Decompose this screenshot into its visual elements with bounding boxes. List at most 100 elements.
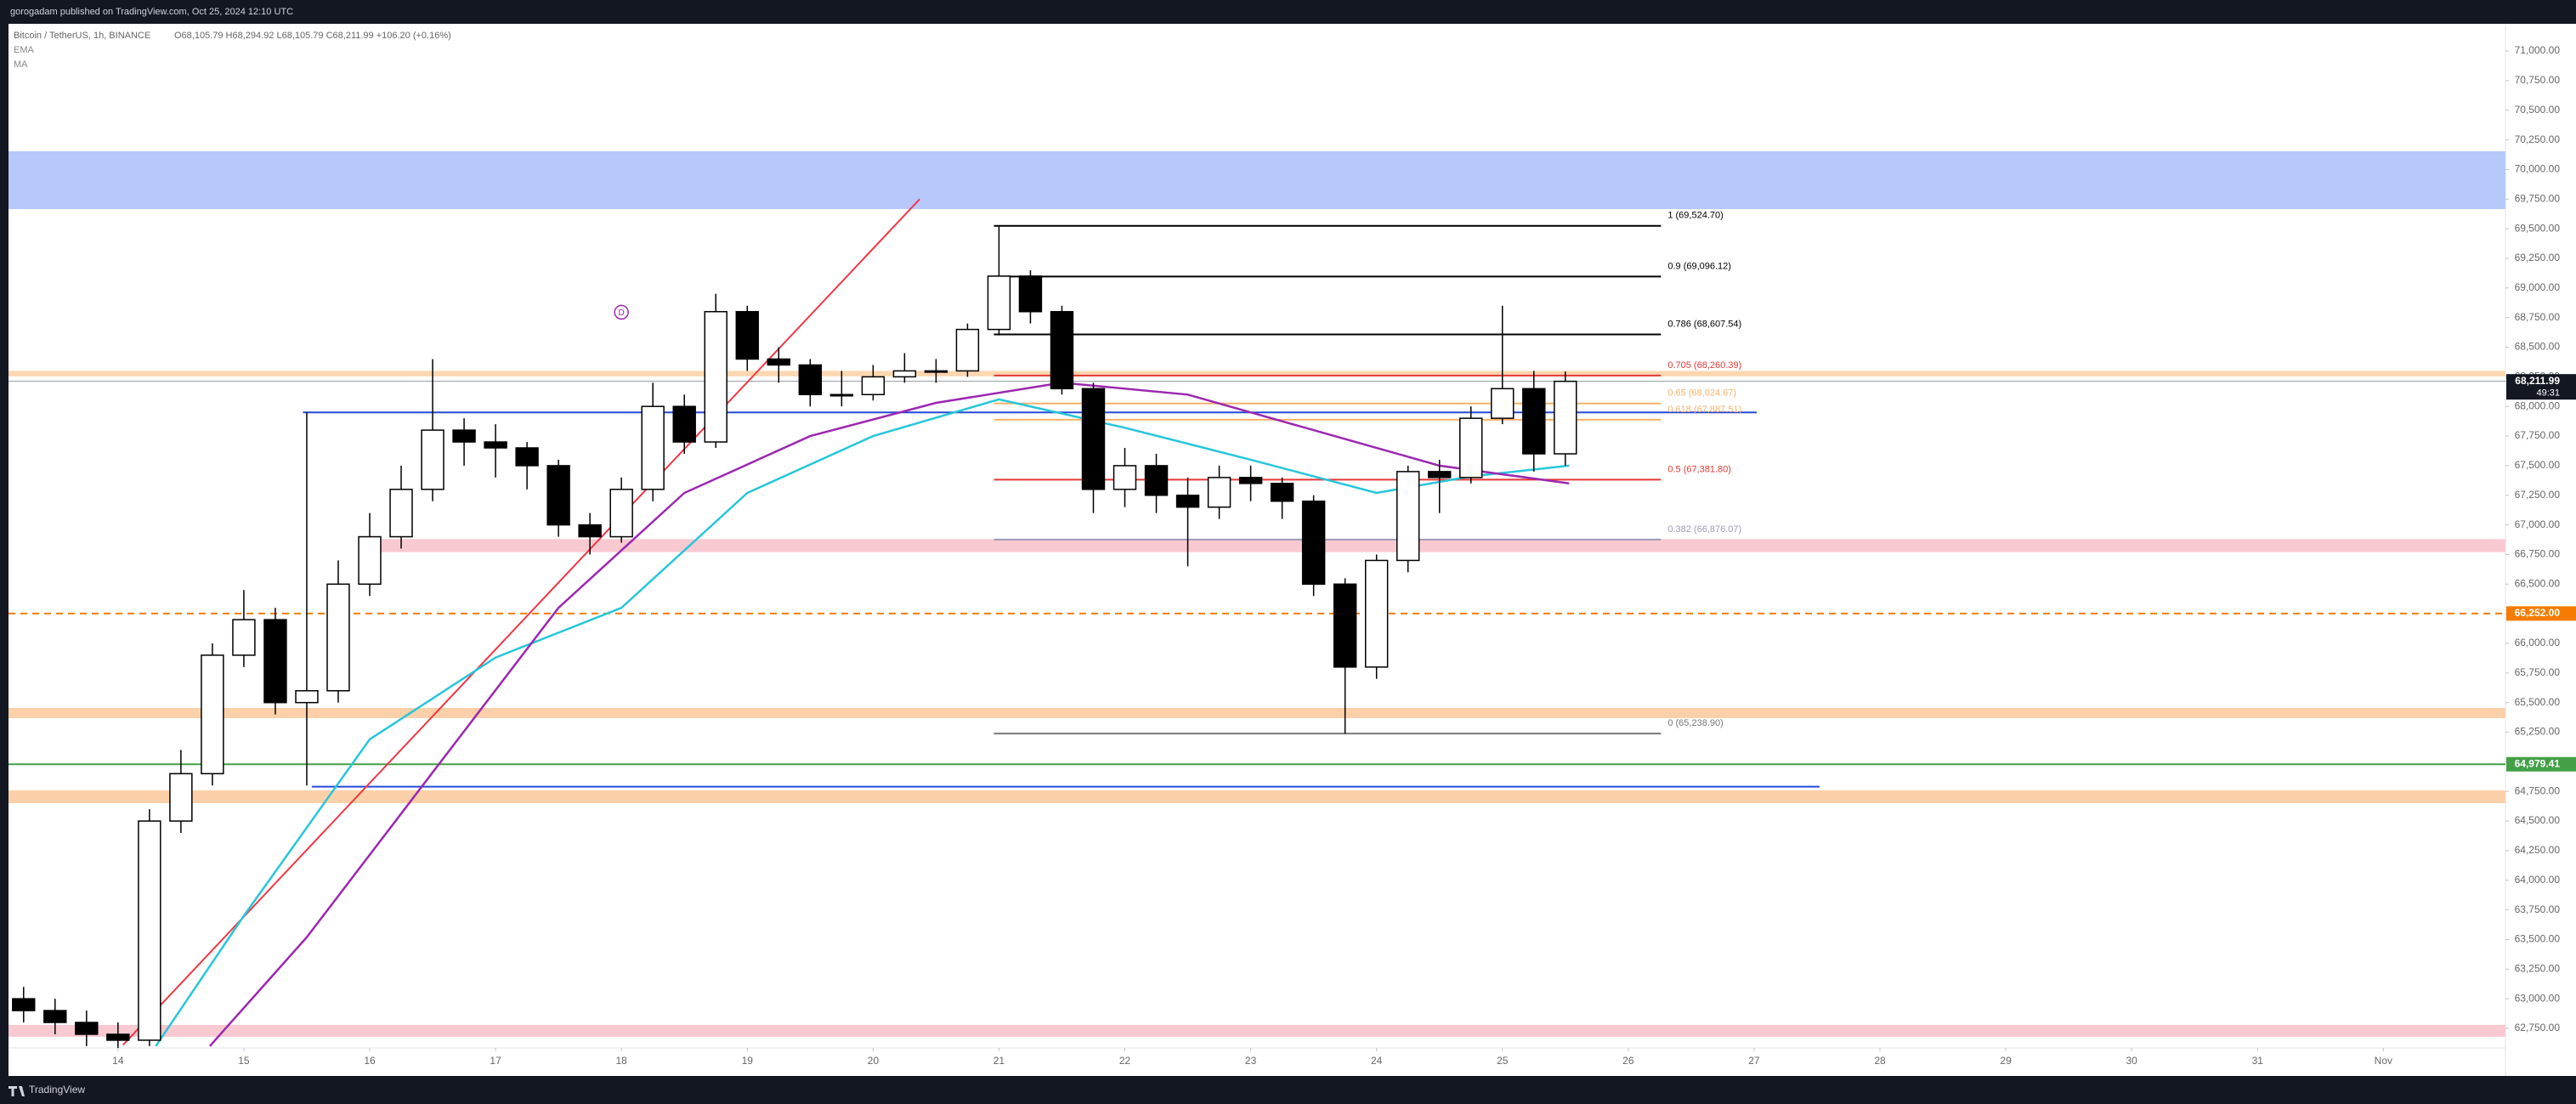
overlay: 62,750.00 63,000.00 63,250.00 63,500.00 63,7… [112, 44, 2576, 1067]
y-tick-label: 64,750.00 [2515, 784, 2561, 796]
y-tick-label: 70,250.00 [2515, 133, 2561, 145]
candle-body [641, 405, 665, 490]
left-border [0, 0, 8, 1104]
fib-label: 0.705 (68,260.39) [1667, 360, 1741, 371]
zone [376, 539, 2505, 552]
y-tick-label: 69,750.00 [2515, 192, 2561, 204]
candle-body [201, 654, 224, 775]
candle-body [43, 1010, 67, 1023]
price-label-box [2506, 374, 2576, 400]
candle-body [767, 358, 790, 366]
candle-body [1238, 477, 1263, 484]
candle-body [1428, 471, 1452, 478]
candle-body [704, 310, 728, 443]
candle-body [515, 447, 539, 467]
y-tick-label: 64,250.00 [2515, 844, 2561, 856]
y-tick-label: 63,250.00 [2515, 962, 2561, 974]
legend-symbol: Bitcoin / TetherUS, 1h, BINANCE [14, 31, 150, 41]
y-tick-label: 70,500.00 [2515, 104, 2561, 116]
x-tick-label: 22 [1119, 1055, 1131, 1067]
y-tick-label: 67,500.00 [2515, 459, 2561, 471]
candle-body [672, 405, 696, 443]
candle-body [232, 619, 256, 656]
y-tick-label: 63,000.00 [2515, 992, 2561, 1004]
candle-body [1396, 471, 1420, 562]
y-tick-label: 65,750.00 [2515, 666, 2561, 678]
candle-body [12, 998, 36, 1011]
candle-body [546, 465, 570, 526]
x-tick-label: 15 [238, 1055, 250, 1067]
candle-body [295, 689, 319, 704]
y-tick-label: 69,000.00 [2515, 281, 2561, 293]
zone [8, 1024, 2505, 1037]
fib-label: 0.618 (67,887.51) [1667, 405, 1741, 415]
candle-body [1144, 465, 1169, 496]
candle-body [1364, 559, 1389, 668]
candle-body [106, 1033, 130, 1041]
y-tick-label: 67,000.00 [2515, 518, 2561, 530]
candle-body [1050, 310, 1074, 390]
y-tick-label: 65,500.00 [2515, 696, 2561, 708]
footer-brand[interactable]: TradingView [29, 1084, 85, 1096]
candle-body [1018, 275, 1043, 313]
candle-body [987, 275, 1011, 331]
fib-label: 0.9 (69,096.12) [1667, 261, 1731, 271]
candle-body [358, 535, 382, 586]
candle-body [1491, 388, 1514, 419]
y-tick-label: 70,750.00 [2515, 74, 2561, 86]
legend-indicator: EMA [14, 45, 35, 55]
y-tick-label: 66,750.00 [2515, 548, 2561, 560]
footer-logo [8, 1086, 25, 1096]
y-tick-label: 66,000.00 [2515, 637, 2561, 648]
legend-indicator: MA [14, 59, 28, 70]
x-tick-label: 31 [2252, 1055, 2264, 1067]
plot-area: 1 (69,524.70) 0.9 (69,096.12) 0.786 (68,60… [8, 150, 2505, 1048]
candle-body [389, 489, 413, 538]
x-tick-label: 27 [1748, 1055, 1760, 1067]
candle-body [892, 370, 917, 378]
candle-body [1459, 417, 1483, 478]
y-tick-label: 67,750.00 [2515, 429, 2561, 441]
x-tick-label: 30 [2126, 1055, 2138, 1067]
y-tick-label: 68,750.00 [2515, 311, 2561, 323]
candle-body [1270, 483, 1294, 502]
x-tick-label: 28 [1874, 1055, 1886, 1067]
fib-label: 0.65 (68,024.67) [1667, 388, 1736, 399]
header-text: gorogadam published on TradingView.com, … [10, 7, 293, 17]
candle-body [1112, 465, 1137, 490]
candle-body [75, 1022, 99, 1035]
candle-body [326, 583, 350, 692]
x-tick-label: 25 [1497, 1055, 1509, 1067]
candle-body [609, 489, 633, 538]
y-tick-label: 64,500.00 [2515, 814, 2561, 826]
drawing-marker [614, 304, 629, 320]
candle-body [1522, 388, 1546, 455]
candle-body [924, 370, 948, 373]
candle-body [829, 393, 854, 397]
x-tick-label: 17 [490, 1055, 501, 1067]
candle-body [484, 441, 507, 449]
indicator-line [155, 398, 1570, 1047]
y-tick-label: 67,250.00 [2515, 489, 2561, 501]
candle-body [263, 619, 287, 704]
x-tick-label: 16 [364, 1055, 376, 1067]
y-tick-label: 65,250.00 [2515, 726, 2561, 738]
candle-body [169, 773, 193, 822]
x-tick-label: 14 [112, 1055, 124, 1067]
legend-ohlc: O68,105.79 H68,294.92 L68,105.79 C68,211… [174, 31, 451, 41]
indicator-line [208, 382, 1570, 1047]
zone [8, 150, 2505, 210]
candle-body [452, 429, 476, 443]
y-tick-label: 66,500.00 [2515, 577, 2561, 589]
y-tick-label: 70,000.00 [2515, 163, 2561, 175]
price-timer: 49:31 [2536, 388, 2560, 399]
y-tick-label: 68,500.00 [2515, 341, 2561, 353]
candle-body [1081, 388, 1106, 490]
candle-body [421, 429, 444, 490]
y-tick-label: 68,000.00 [2515, 399, 2561, 411]
fib-label: 0.382 (66,876.07) [1667, 524, 1741, 535]
fib-label: 0 (65,238.90) [1667, 718, 1723, 728]
candle-body [735, 310, 759, 360]
trend-line [122, 198, 920, 1046]
